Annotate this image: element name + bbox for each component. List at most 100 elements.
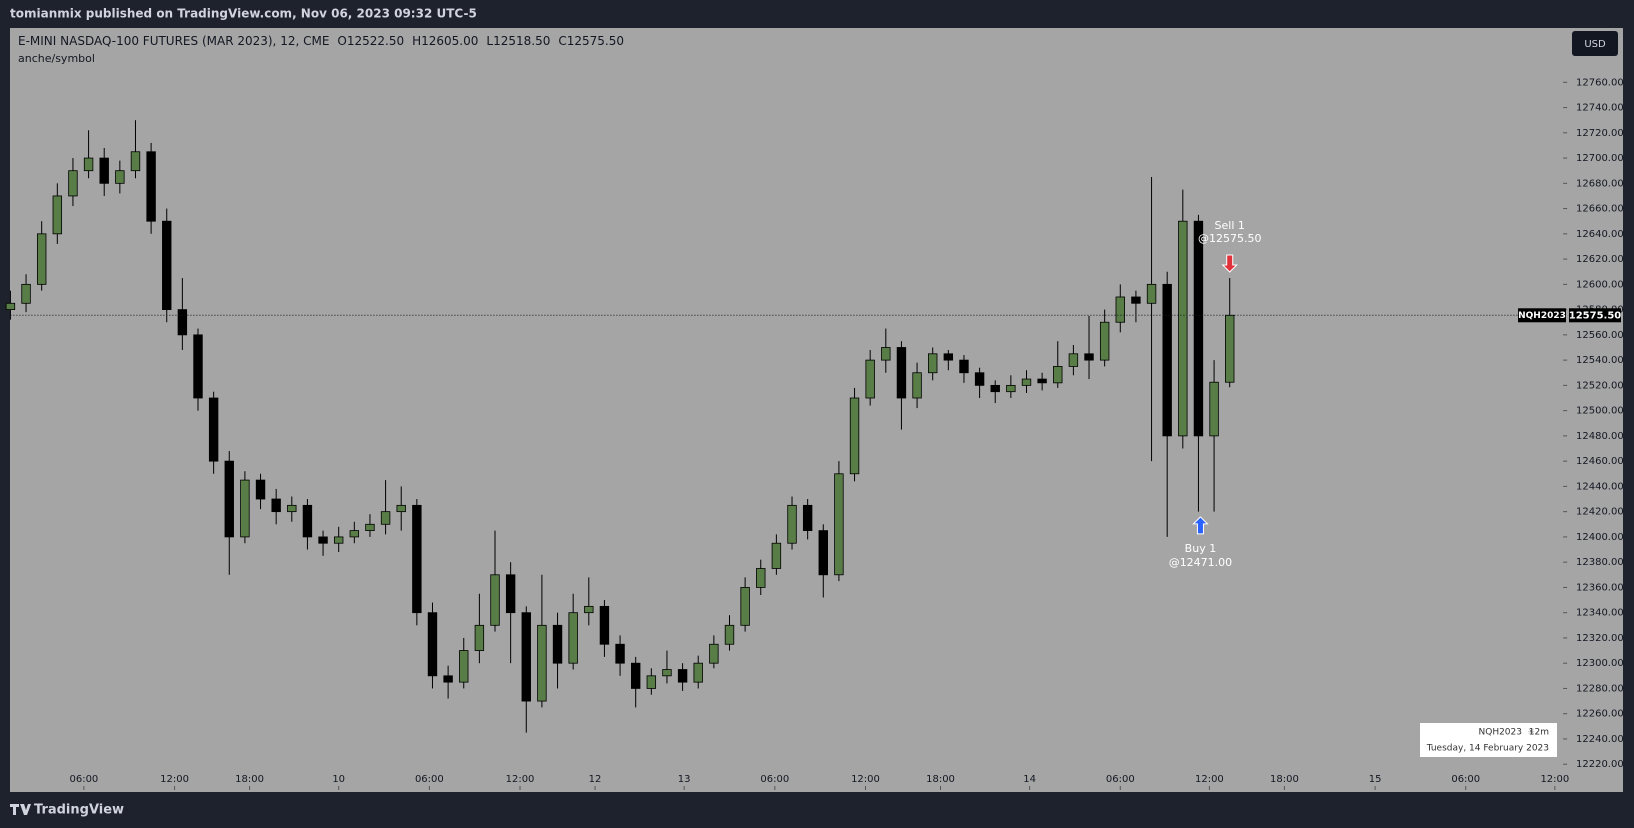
candle-body — [646, 675, 657, 689]
candle-body — [1037, 378, 1047, 384]
price-tag-label: 12575.50 — [1569, 310, 1622, 321]
candle-body — [928, 353, 938, 374]
x-tick-label: 18:00 — [235, 774, 264, 785]
sell-price: @12575.50 — [1198, 232, 1262, 245]
y-tick-label: 12260.00 — [1576, 709, 1624, 720]
ticker-tag-label: NQH2023 — [1518, 311, 1566, 321]
y-tick-label: 12640.00 — [1576, 229, 1624, 240]
y-tick-label: 12700.00 — [1576, 153, 1624, 164]
candle-body — [896, 347, 907, 399]
candle-body — [1099, 321, 1110, 361]
brand-logo — [10, 804, 31, 815]
candle-body — [130, 151, 141, 172]
info-interval: 12m — [1529, 728, 1549, 738]
candle-body — [584, 605, 594, 614]
info-date: Tuesday, 14 February 2023 — [1426, 744, 1549, 754]
candle-body — [1084, 353, 1094, 361]
candle-body — [740, 587, 750, 626]
candle-body — [802, 504, 813, 531]
sell-label: Sell 1 — [1215, 219, 1245, 232]
candle-body — [240, 479, 250, 538]
candle-body — [865, 359, 875, 399]
candle-body — [99, 157, 109, 184]
indicator: anche/symbol — [18, 52, 95, 65]
candle-body — [474, 624, 485, 651]
y-tick-label: 12360.00 — [1576, 582, 1624, 593]
buy-price: @12471.00 — [1169, 556, 1233, 569]
ohlc: C12575.50 — [558, 34, 624, 48]
x-tick-label: 12:00 — [1540, 774, 1569, 785]
candle-body — [193, 334, 203, 399]
x-tick-label: 12:00 — [160, 774, 189, 785]
y-tick-label: 12540.00 — [1576, 355, 1624, 366]
x-tick-label: 06:00 — [760, 774, 789, 785]
x-tick-label: 06:00 — [1106, 774, 1135, 785]
currency[interactable]: USD — [1584, 39, 1606, 50]
candle-body — [974, 372, 985, 386]
candle-body — [537, 624, 547, 702]
candle-body — [36, 233, 47, 285]
sell-arrow — [1221, 254, 1238, 273]
y-tick-label: 12460.00 — [1576, 456, 1624, 467]
y-tick-label: 12600.00 — [1576, 279, 1624, 290]
x-tick-label: 13 — [678, 774, 691, 785]
candle-body — [818, 530, 828, 576]
y-tick-label: 12500.00 — [1576, 406, 1624, 417]
candle-body — [959, 359, 969, 374]
candle-body — [396, 504, 406, 513]
x-tick-label: 06:00 — [415, 774, 444, 785]
ticker-tag — [1518, 308, 1566, 323]
candle-body — [318, 536, 328, 544]
candle-body — [881, 347, 891, 361]
plot: 12220.00 12240.00 12260.00 12280.00 12300.00… — [5, 77, 1624, 790]
y-tick-label: 12680.00 — [1576, 178, 1624, 189]
candle-body — [724, 624, 735, 645]
y-tick-label: 12280.00 — [1576, 683, 1624, 694]
candle-body — [834, 473, 844, 576]
candle-body — [599, 605, 610, 645]
y-tick-label: 12620.00 — [1576, 254, 1624, 265]
candle-body — [427, 612, 438, 677]
candle-body — [756, 568, 766, 588]
y-tick-label: 12220.00 — [1576, 759, 1624, 770]
candle-body — [787, 504, 797, 544]
candle-body — [1162, 283, 1172, 437]
candle-body — [677, 669, 688, 683]
candle-body — [255, 479, 266, 500]
candle-body — [1115, 296, 1125, 323]
currency-button[interactable] — [1572, 31, 1618, 56]
ohlc: L12518.50 — [486, 34, 550, 48]
candle-body — [505, 574, 516, 614]
candle-body — [1006, 384, 1016, 393]
candle-body — [771, 542, 782, 569]
y-tick-label: 12760.00 — [1576, 77, 1624, 88]
candle-body — [943, 353, 954, 361]
candle-body — [333, 536, 344, 544]
candle-body — [162, 220, 172, 311]
candle-body — [1131, 296, 1141, 304]
candle-body — [693, 662, 703, 683]
candle-body — [912, 372, 922, 399]
candle-body — [552, 624, 563, 664]
candle-body — [1178, 220, 1188, 437]
candle-body — [146, 151, 156, 222]
y-tick-label: 12560.00 — [1576, 330, 1624, 341]
x-tick-label: 12:00 — [851, 774, 880, 785]
candle-body — [271, 498, 281, 513]
y-tick-label: 12240.00 — [1576, 734, 1624, 745]
candle-body — [615, 643, 625, 664]
info-sep: ☀ — [1527, 728, 1535, 738]
candle-body — [1225, 314, 1235, 383]
candle-body — [224, 460, 234, 538]
candle-body — [412, 504, 422, 614]
y-tick-label: 12400.00 — [1576, 532, 1624, 543]
y-tick-label: 12520.00 — [1576, 380, 1624, 391]
candle-body — [208, 397, 219, 462]
y-tick-label: 12660.00 — [1576, 204, 1624, 215]
candle-body — [568, 612, 578, 664]
x-tick-label: 06:00 — [69, 774, 98, 785]
candle-body — [1146, 283, 1157, 304]
candle-body — [443, 675, 453, 683]
x-tick-label: 14 — [1023, 774, 1036, 785]
